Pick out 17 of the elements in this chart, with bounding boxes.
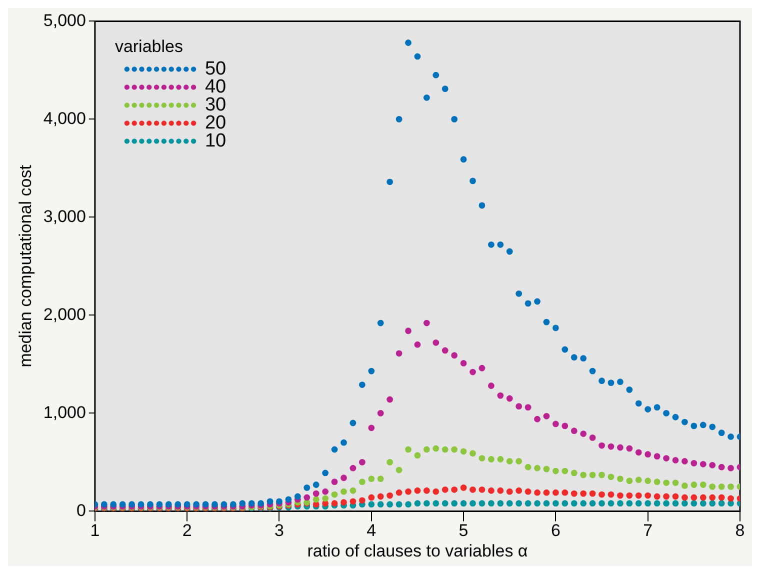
y-tick-label: 5,000 [43,10,86,30]
y-tick-label: 2,000 [43,304,86,324]
x-tick-label: 8 [735,521,745,540]
x-tick-label: 3 [274,521,284,540]
x-tick-label: 2 [182,521,192,540]
x-axis-title: ratio of clauses to variables α [307,541,528,560]
x-tick-label: 4 [366,521,376,540]
x-tick-label: 5 [458,521,468,540]
legend-title: variables [114,36,183,56]
y-tick-label: 0 [76,500,86,520]
y-tick-label: 4,000 [43,108,86,128]
x-tick-label: 7 [643,521,653,540]
x-tick-label: 1 [90,521,100,540]
y-tick-label: 3,000 [43,206,86,226]
y-tick-label: 1,000 [43,402,86,422]
y-axis-title: median computational cost [16,164,35,368]
x-tick-label: 6 [550,521,560,540]
